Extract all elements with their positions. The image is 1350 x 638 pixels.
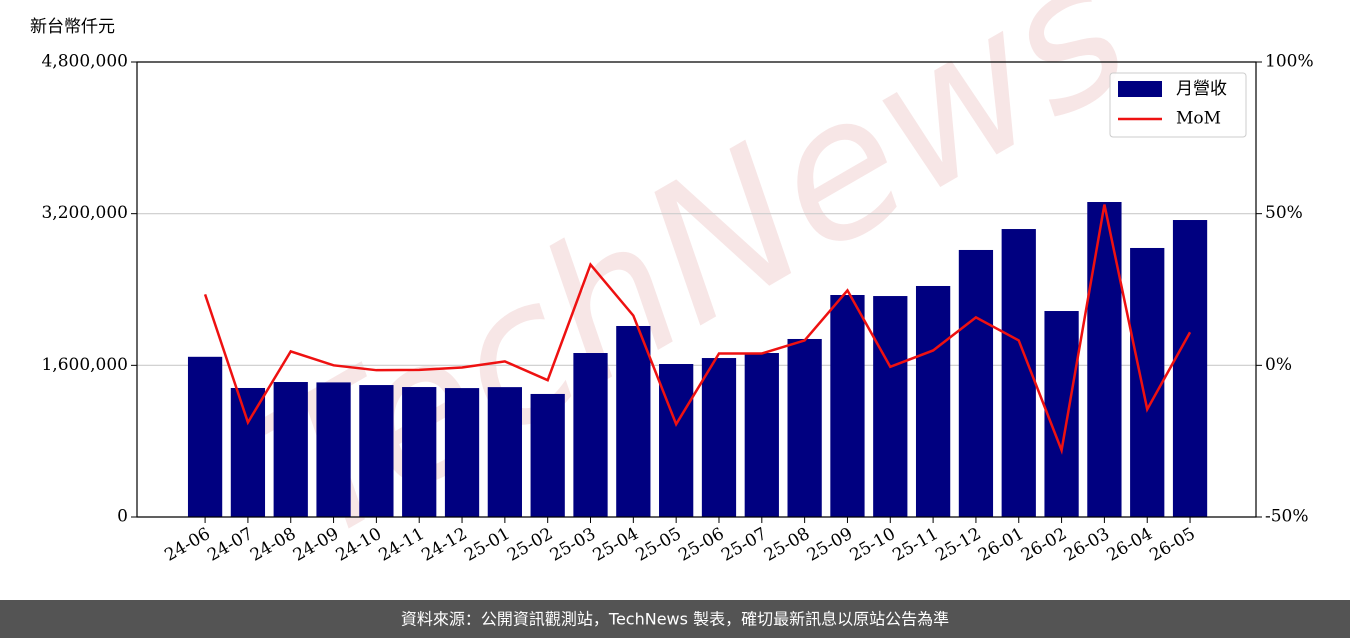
bar bbox=[830, 294, 865, 517]
x-tick-label: 25-05 bbox=[632, 524, 684, 566]
bar bbox=[402, 387, 437, 517]
x-tick-label: 25-09 bbox=[804, 524, 856, 566]
bar bbox=[487, 387, 522, 517]
x-tick-label: 25-10 bbox=[847, 524, 899, 566]
bar bbox=[1172, 220, 1208, 518]
x-tick-label: 24-07 bbox=[204, 524, 256, 566]
bar bbox=[1130, 247, 1165, 517]
bar bbox=[316, 382, 351, 517]
footer-bar bbox=[0, 600, 1350, 638]
y-tick-label: 4,800,000 bbox=[41, 52, 128, 72]
x-tick-label: 25-06 bbox=[675, 524, 727, 566]
x-tick-label: 25-02 bbox=[504, 524, 556, 566]
bar bbox=[1087, 202, 1122, 517]
x-tick-label: 25-08 bbox=[761, 524, 813, 566]
y2-tick-label: 50% bbox=[1265, 203, 1303, 223]
legend: 月營收 MoM bbox=[1109, 72, 1247, 138]
x-tick-label: 26-04 bbox=[1104, 524, 1156, 566]
x-tick-label: 26-02 bbox=[1018, 524, 1070, 566]
bar bbox=[744, 353, 779, 517]
bar bbox=[359, 385, 394, 517]
y-tick-label: 3,200,000 bbox=[41, 203, 128, 223]
legend-label: MoM bbox=[1176, 109, 1221, 129]
y-tick-label: 1,600,000 bbox=[41, 355, 128, 375]
x-tick-label: 25-07 bbox=[718, 524, 770, 566]
x-tick-label: 26-01 bbox=[975, 524, 1027, 566]
x-tick-label: 24-06 bbox=[161, 524, 213, 566]
bar bbox=[273, 382, 308, 517]
x-tick-label: 24-08 bbox=[247, 524, 299, 566]
bar bbox=[230, 387, 266, 517]
bar bbox=[958, 249, 994, 518]
line bbox=[203, 204, 1192, 455]
bar bbox=[573, 353, 608, 517]
legend-swatch bbox=[1118, 81, 1162, 97]
x-tick-label: 25-11 bbox=[889, 524, 941, 566]
y2-tick-label: 100% bbox=[1265, 52, 1314, 72]
bar bbox=[659, 364, 694, 517]
plot-frame bbox=[136, 61, 1257, 518]
bar bbox=[444, 388, 480, 517]
y-axis-label: 新台幣仟元 bbox=[30, 17, 115, 37]
x-tick-label: 26-05 bbox=[1146, 524, 1198, 566]
bar bbox=[701, 358, 737, 517]
x-tick-label: 25-01 bbox=[461, 524, 513, 566]
bar bbox=[787, 338, 822, 517]
x-tick-label: 26-03 bbox=[1061, 524, 1113, 566]
y-tick-label: 0 bbox=[117, 507, 128, 527]
x-tick-label: 25-12 bbox=[932, 524, 984, 566]
footer: 資料來源：公開資訊觀測站，TechNews 製表，確切最新訊息以原站公告為準 bbox=[401, 610, 949, 629]
bar bbox=[187, 356, 223, 517]
x-tick-label: 25-03 bbox=[547, 524, 599, 566]
legend-label: 月營收 bbox=[1176, 79, 1227, 99]
bar bbox=[616, 325, 651, 517]
y2-tick-label: -50% bbox=[1265, 507, 1309, 527]
x-tick-label: 25-04 bbox=[590, 524, 642, 566]
bar bbox=[530, 393, 565, 517]
y2-tick-label: 0% bbox=[1265, 355, 1292, 375]
bar bbox=[915, 285, 951, 517]
bar bbox=[873, 296, 908, 517]
bar bbox=[1044, 311, 1079, 517]
